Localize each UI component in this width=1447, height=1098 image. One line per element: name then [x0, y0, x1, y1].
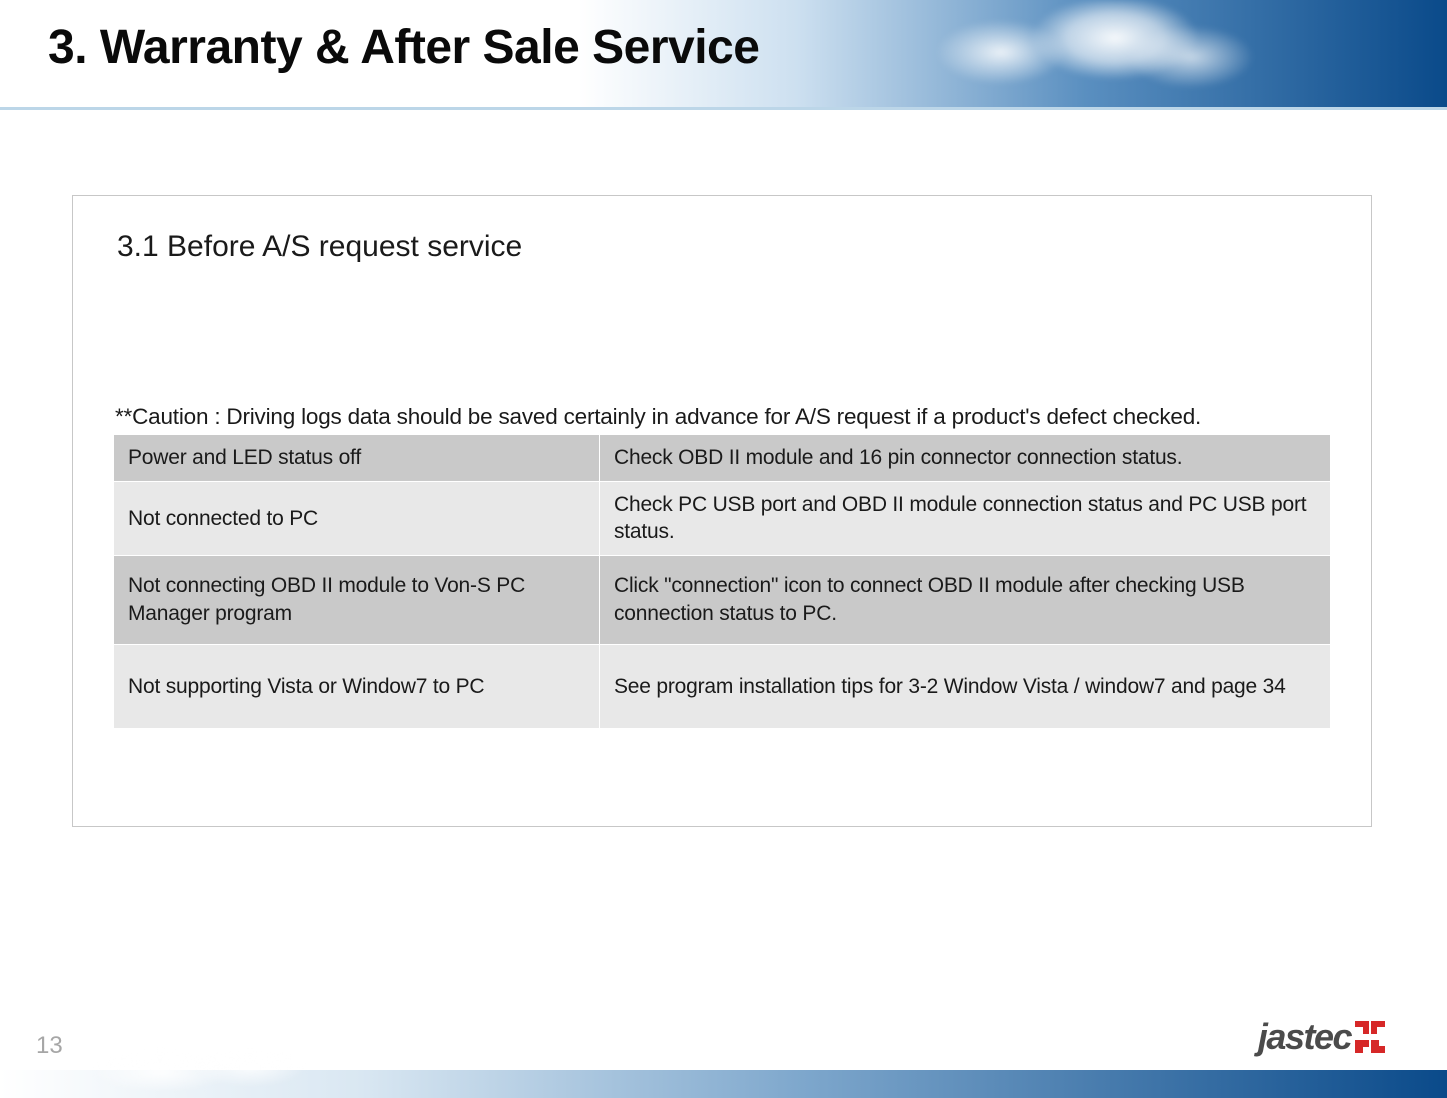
table-row: Not connected to PCCheck PC USB port and…: [114, 481, 1331, 555]
header-band: 3. Warranty & After Sale Service: [0, 0, 1447, 110]
section-title: 3.1 Before A/S request service: [117, 230, 1331, 264]
problem-cell: Not connected to PC: [114, 481, 600, 555]
logo-mark-icon: [1353, 1019, 1387, 1055]
troubleshoot-table: Power and LED status offCheck OBD II mod…: [113, 434, 1331, 729]
footer-band: [0, 1070, 1447, 1098]
solution-cell: Check OBD II module and 16 pin connector…: [600, 435, 1331, 482]
brand-logo: jastec: [1258, 1016, 1387, 1058]
problem-cell: Not connecting OBD II module to Von-S PC…: [114, 556, 600, 644]
page-title: 3. Warranty & After Sale Service: [48, 20, 759, 75]
solution-cell: Check PC USB port and OBD II module conn…: [600, 481, 1331, 555]
content-box: 3.1 Before A/S request service **Caution…: [72, 195, 1372, 827]
table-row: Not connecting OBD II module to Von-S PC…: [114, 556, 1331, 644]
table-row: Not supporting Vista or Window7 to PCSee…: [114, 644, 1331, 729]
logo-text: jastec: [1258, 1016, 1351, 1058]
problem-cell: Power and LED status off: [114, 435, 600, 482]
problem-cell: Not supporting Vista or Window7 to PC: [114, 644, 600, 729]
cloud-decoration: [887, 0, 1267, 95]
solution-cell: See program installation tips for 3-2 Wi…: [600, 644, 1331, 729]
caution-text: **Caution : Driving logs data should be …: [115, 404, 1331, 430]
table-row: Power and LED status offCheck OBD II mod…: [114, 435, 1331, 482]
solution-cell: Click "connection" icon to connect OBD I…: [600, 556, 1331, 644]
